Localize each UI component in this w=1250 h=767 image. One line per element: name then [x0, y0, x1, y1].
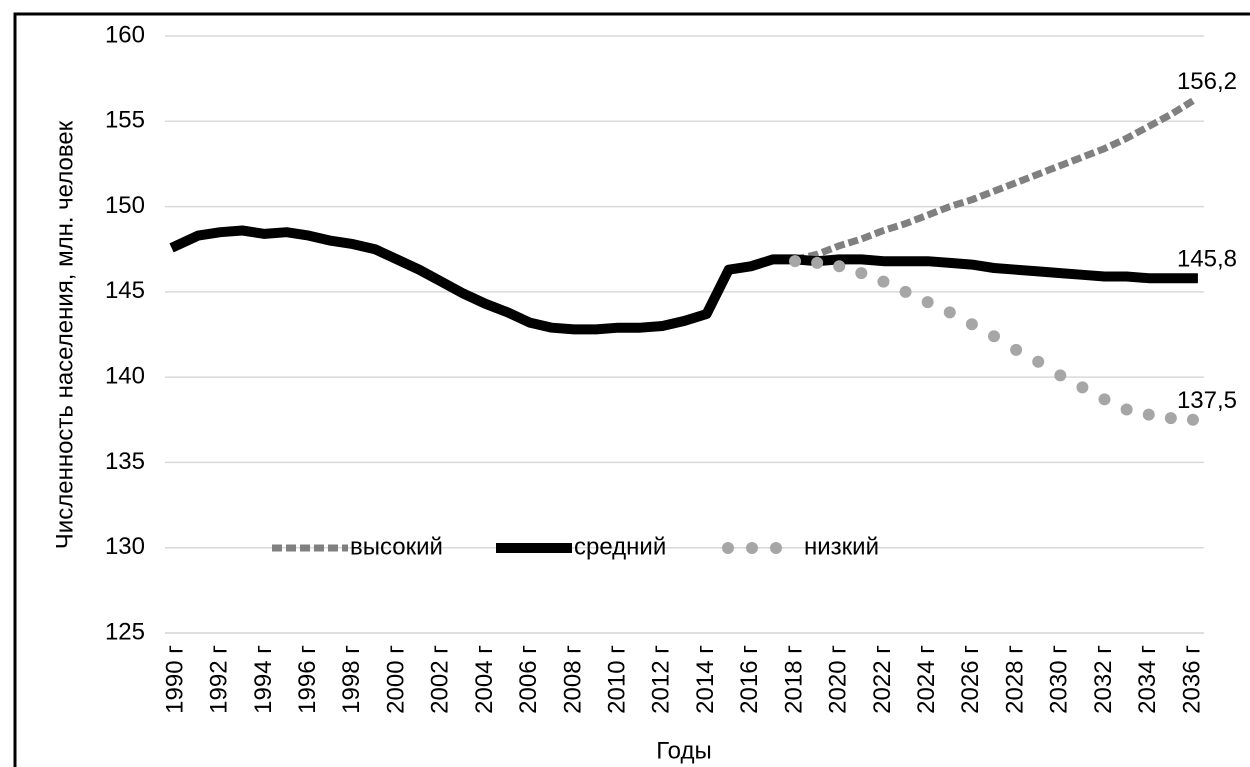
legend-label: средний	[574, 533, 666, 560]
x-tick-label: 2018 г	[780, 645, 807, 714]
data-point	[1164, 412, 1177, 425]
x-tick-label: 2028 г	[1001, 645, 1028, 714]
x-tick-label: 1992 г	[206, 645, 233, 714]
legend-swatch	[770, 542, 782, 554]
x-tick-label: 2008 г	[559, 645, 586, 714]
y-axis-title: Численность населения, млн. человек	[51, 120, 78, 549]
data-point	[833, 260, 846, 273]
x-tick-label: 2030 г	[1046, 645, 1073, 714]
x-tick-label: 1998 г	[338, 645, 365, 714]
data-label: 145,8	[1177, 246, 1237, 273]
x-tick-label: 1994 г	[250, 645, 277, 714]
data-point	[1076, 381, 1089, 394]
legend-label: низкий	[804, 533, 879, 560]
y-tick-label: 135	[105, 448, 145, 475]
x-tick-label: 2024 г	[913, 645, 940, 714]
data-point	[899, 285, 912, 298]
legend-swatch	[746, 542, 758, 554]
x-tick-label: 2006 г	[515, 645, 542, 714]
data-point	[789, 255, 802, 268]
data-point	[921, 296, 934, 309]
x-axis-title: Годы	[656, 737, 711, 764]
data-point	[1010, 343, 1023, 356]
y-tick-label: 145	[105, 277, 145, 304]
x-tick-label: 1990 г	[161, 645, 188, 714]
x-tick-label: 2036 г	[1178, 645, 1205, 714]
y-tick-label: 150	[105, 192, 145, 219]
x-tick-label: 2002 г	[427, 645, 454, 714]
y-tick-label: 160	[105, 21, 145, 48]
x-tick-label: 2014 г	[692, 645, 719, 714]
x-tick-label: 2020 г	[825, 645, 852, 714]
x-tick-label: 2010 г	[604, 645, 631, 714]
x-tick-label: 2022 г	[869, 645, 896, 714]
y-tick-label: 155	[105, 107, 145, 134]
x-tick-label: 2000 г	[382, 645, 409, 714]
data-point	[811, 256, 824, 269]
data-point	[1032, 355, 1045, 368]
data-point	[1054, 369, 1067, 382]
legend-label: высокий	[350, 533, 443, 560]
data-label: 137,5	[1177, 387, 1237, 414]
y-tick-label: 140	[105, 362, 145, 389]
legend-swatch	[722, 542, 734, 554]
data-point	[965, 318, 978, 331]
data-point	[877, 275, 890, 288]
data-point	[943, 306, 956, 319]
data-point	[1142, 408, 1155, 421]
x-tick-label: 2034 г	[1134, 645, 1161, 714]
data-point	[1120, 403, 1133, 416]
y-tick-label: 125	[105, 618, 145, 645]
data-point	[1186, 413, 1199, 426]
data-point	[987, 330, 1000, 343]
data-point	[1098, 393, 1111, 406]
y-tick-label: 130	[105, 533, 145, 560]
x-tick-label: 2032 г	[1090, 645, 1117, 714]
x-tick-label: 2016 г	[736, 645, 763, 714]
x-tick-label: 2026 г	[957, 645, 984, 714]
series-line	[794, 97, 1195, 263]
series-line	[169, 225, 1198, 335]
x-tick-label: 2004 г	[471, 645, 498, 714]
data-point	[855, 267, 868, 280]
chart-frame	[13, 12, 1250, 767]
data-label: 156,2	[1177, 68, 1237, 95]
x-tick-label: 1996 г	[294, 645, 321, 714]
x-tick-label: 2012 г	[648, 645, 675, 714]
